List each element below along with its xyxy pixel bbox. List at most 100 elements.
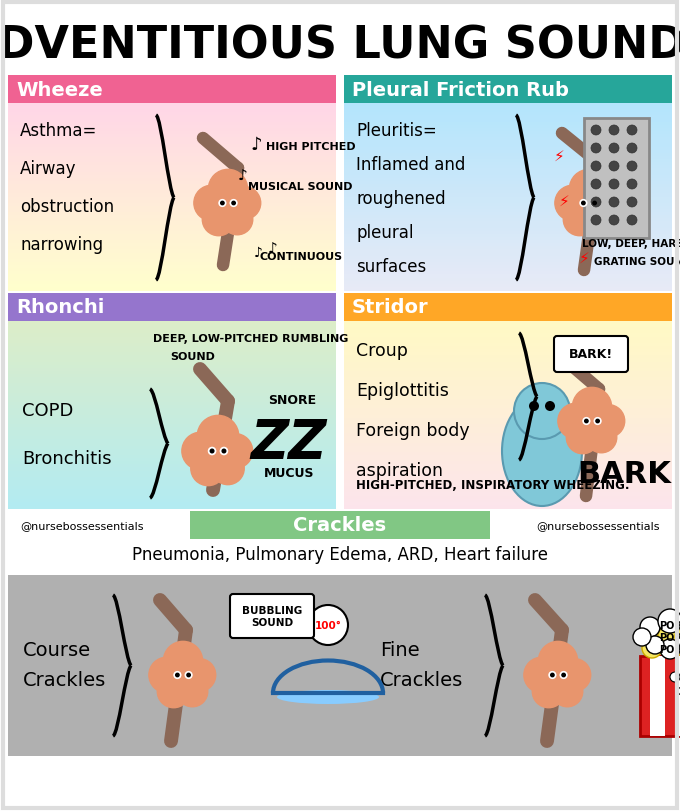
Bar (344, 197, 672, 201)
Bar (344, 421, 672, 425)
Bar (8, 253, 336, 257)
Circle shape (627, 198, 637, 208)
Bar (344, 341, 672, 344)
Bar (190, 512, 490, 539)
Circle shape (551, 673, 554, 677)
Bar (344, 427, 672, 431)
Bar (8, 443, 336, 447)
Bar (344, 256, 672, 260)
Bar (344, 178, 672, 182)
Text: Pleuritis=: Pleuritis= (356, 122, 437, 139)
Bar (344, 412, 672, 415)
Bar (344, 225, 672, 229)
Bar (344, 387, 672, 391)
Circle shape (231, 200, 237, 207)
Bar (344, 114, 672, 117)
Bar (8, 337, 336, 341)
Circle shape (646, 636, 664, 654)
Bar (344, 368, 672, 372)
Bar (344, 110, 672, 114)
Bar (8, 231, 336, 235)
Circle shape (652, 633, 672, 652)
Bar (8, 288, 336, 291)
Bar (8, 328, 336, 332)
Bar (8, 409, 336, 412)
Bar (344, 365, 672, 369)
Bar (8, 194, 336, 198)
Bar (8, 247, 336, 251)
Circle shape (596, 420, 599, 423)
Text: Pneumonia, Pulmonary Edema, ARD, Heart failure: Pneumonia, Pulmonary Edema, ARD, Heart f… (132, 545, 548, 564)
Bar (8, 384, 336, 388)
Text: ♪: ♪ (268, 242, 277, 257)
Circle shape (219, 200, 226, 207)
Bar (8, 371, 336, 375)
Text: Inflamed and: Inflamed and (356, 156, 465, 174)
Text: Rhonchi: Rhonchi (16, 298, 104, 317)
Bar (8, 104, 336, 108)
Bar (344, 474, 672, 478)
Bar (8, 210, 336, 213)
Circle shape (627, 180, 637, 190)
Bar (344, 458, 672, 462)
Bar (344, 434, 672, 437)
Bar (344, 216, 672, 220)
Circle shape (228, 187, 260, 220)
Bar (344, 210, 672, 213)
Bar (344, 322, 672, 325)
Circle shape (560, 672, 567, 679)
Bar (344, 173, 672, 176)
Bar (344, 384, 672, 388)
Bar (344, 122, 672, 127)
Bar (8, 114, 336, 117)
Bar (8, 400, 336, 403)
Bar (8, 483, 336, 487)
Circle shape (532, 676, 565, 708)
Bar (344, 253, 672, 257)
Bar (8, 175, 336, 179)
Circle shape (678, 633, 680, 652)
Bar (344, 260, 672, 263)
Circle shape (220, 448, 228, 455)
Bar (344, 493, 672, 496)
Circle shape (569, 170, 609, 209)
Circle shape (660, 639, 680, 659)
Bar (8, 204, 336, 207)
Bar (344, 132, 672, 135)
Circle shape (524, 658, 560, 693)
Bar (344, 285, 672, 288)
Bar (8, 157, 336, 161)
Bar (8, 207, 336, 210)
Bar (8, 456, 336, 459)
Bar (8, 269, 336, 272)
Circle shape (593, 202, 596, 205)
Circle shape (579, 410, 605, 437)
Bar (8, 238, 336, 242)
Circle shape (585, 420, 588, 423)
Bar (8, 499, 336, 503)
Circle shape (222, 204, 253, 235)
Text: aspiration: aspiration (356, 461, 443, 479)
Text: Stridor: Stridor (352, 298, 428, 317)
Circle shape (552, 676, 583, 707)
Text: ZZ: ZZ (250, 417, 326, 469)
Bar (8, 241, 336, 244)
Bar (8, 461, 336, 466)
Bar (344, 107, 672, 110)
Text: ♪: ♪ (238, 169, 248, 184)
Bar (8, 166, 336, 169)
Bar (8, 449, 336, 453)
Text: HIGH-PITCHED, INSPIRATORY WHEEZING.: HIGH-PITCHED, INSPIRATORY WHEEZING. (356, 478, 630, 491)
Bar (8, 378, 336, 381)
Bar (8, 427, 336, 431)
Bar (344, 496, 672, 500)
Text: Crackles: Crackles (380, 671, 463, 689)
Bar (344, 418, 672, 422)
Bar (344, 480, 672, 484)
Text: Course: Course (23, 641, 91, 659)
Bar (8, 418, 336, 422)
Bar (8, 402, 336, 406)
Bar (344, 331, 672, 335)
Text: CONTINUOUS: CONTINUOUS (260, 251, 343, 262)
Bar (8, 122, 336, 127)
